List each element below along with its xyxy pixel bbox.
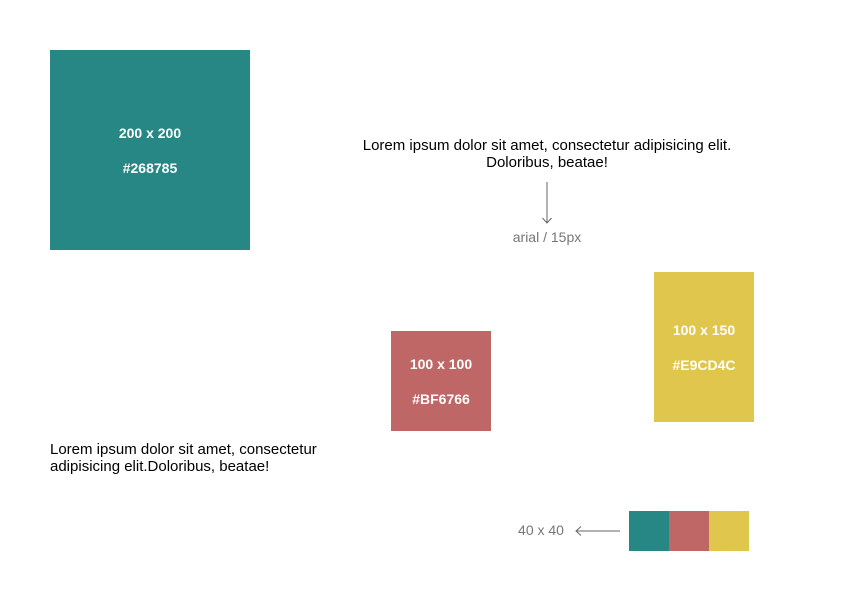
swatch-medium-rose: 100 x 100 #BF6766 — [391, 331, 491, 431]
arrow-down-icon — [542, 182, 552, 224]
arrow-left-icon — [575, 526, 620, 536]
sample-text-top-line1: Lorem ipsum dolor sit amet, consectetur … — [362, 137, 732, 154]
swatch-tall-color-label: #E9CD4C — [672, 356, 736, 373]
sample-text-top-line2: Doloribus, beatae! — [486, 154, 608, 171]
swatch-large-size-label: 200 x 200 — [118, 124, 182, 141]
sample-text-bottom: Lorem ipsum dolor sit amet, consectetur … — [50, 441, 340, 475]
swatch-medium-color-label: #BF6766 — [412, 390, 470, 407]
mini-size-annotation: 40 x 40 — [518, 522, 564, 538]
swatch-large-color-label: #268785 — [122, 159, 178, 176]
swatch-tall-yellow: 100 x 150 #E9CD4C — [654, 272, 754, 422]
font-spec-annotation: arial / 15px — [512, 229, 582, 245]
swatch-medium-size-label: 100 x 100 — [409, 355, 473, 372]
yellow-square-icon — [709, 511, 749, 551]
sample-text-bottom-line2: adipisicing elit.Doloribus, beatae! — [50, 458, 270, 475]
teal-square-icon — [629, 511, 669, 551]
sample-text-top: Lorem ipsum dolor sit amet, consectetur … — [330, 137, 764, 171]
rose-square-icon — [669, 511, 709, 551]
sample-text-bottom-line1: Lorem ipsum dolor sit amet, consectetur — [50, 441, 317, 458]
swatch-tall-size-label: 100 x 150 — [672, 321, 736, 338]
mini-swatch-row — [629, 511, 749, 551]
swatch-large-teal: 200 x 200 #268785 — [50, 50, 250, 250]
